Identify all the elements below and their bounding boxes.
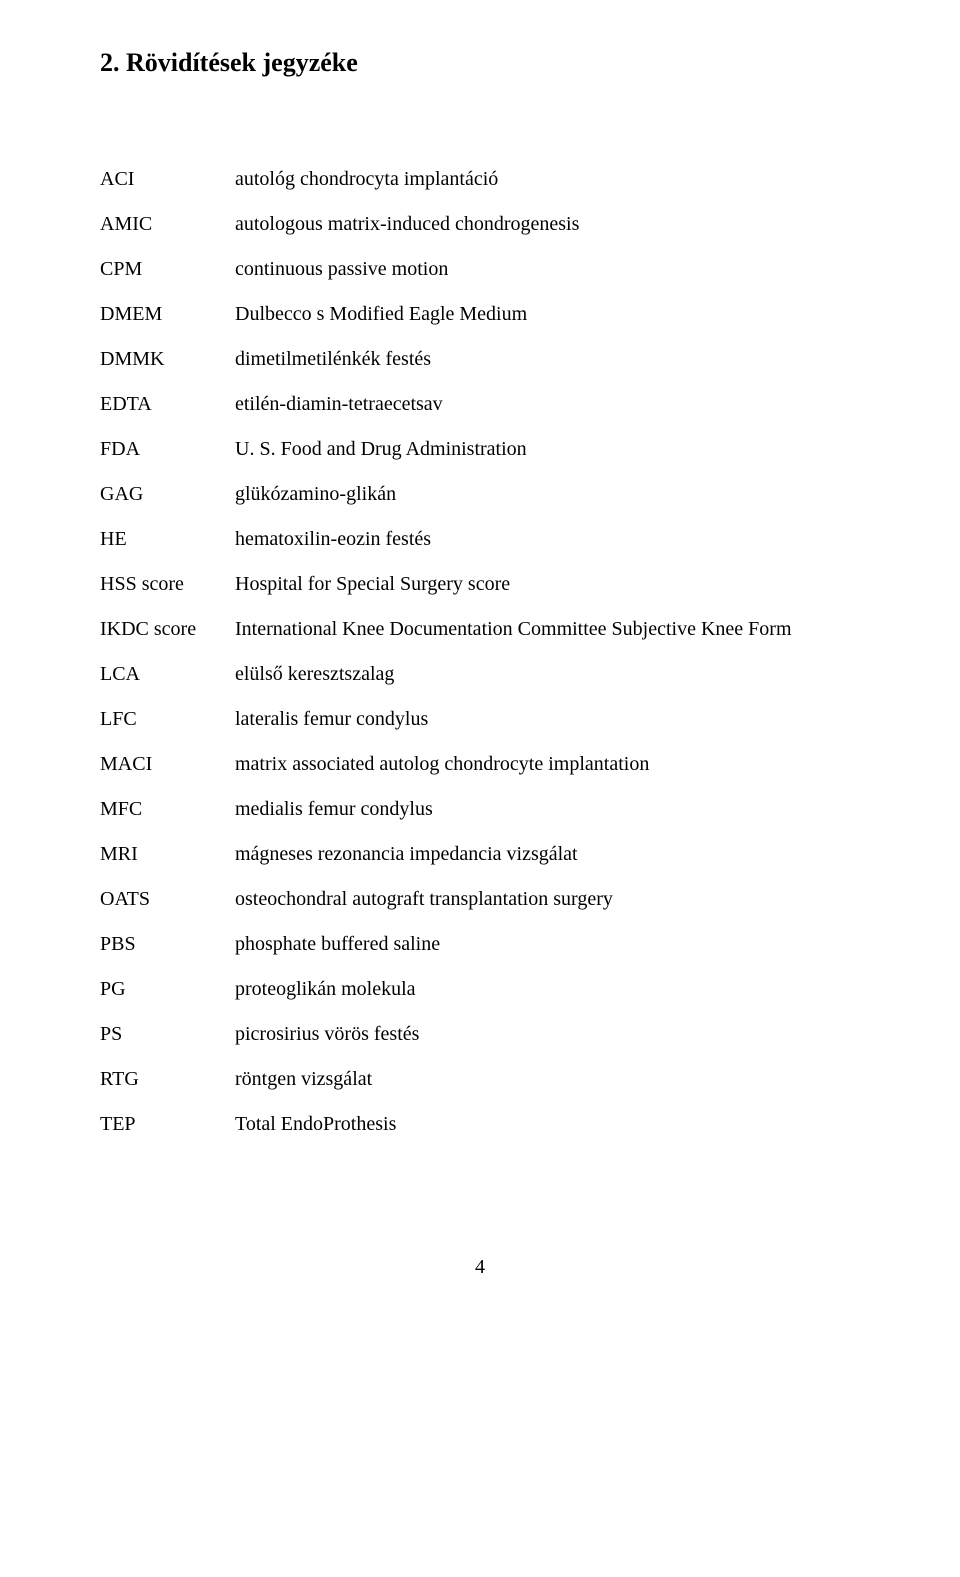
abbreviation-row: PSpicrosirius vörös festés [100,1023,860,1046]
abbreviation-list: ACIautológ chondrocyta implantációAMICau… [100,168,860,1136]
abbreviation-row: MRImágneses rezonancia impedancia vizsgá… [100,843,860,866]
abbreviation-key: MACI [100,753,235,776]
abbreviation-row: ACIautológ chondrocyta implantáció [100,168,860,191]
abbreviation-value: autologous matrix-induced chondrogenesis [235,213,860,236]
abbreviation-row: DMMKdimetilmetilénkék festés [100,348,860,371]
abbreviation-key: TEP [100,1113,235,1136]
abbreviation-value: autológ chondrocyta implantáció [235,168,860,191]
section-heading: 2. Rövidítések jegyzéke [100,48,860,78]
abbreviation-value: Hospital for Special Surgery score [235,573,860,596]
abbreviation-value: continuous passive motion [235,258,860,281]
abbreviation-key: LCA [100,663,235,686]
abbreviation-key: FDA [100,438,235,461]
abbreviation-value: lateralis femur condylus [235,708,860,731]
abbreviation-row: MACImatrix associated autolog chondrocyt… [100,753,860,776]
abbreviation-key: EDTA [100,393,235,416]
abbreviation-key: MFC [100,798,235,821]
abbreviation-row: PBSphosphate buffered saline [100,933,860,956]
abbreviation-row: OATSosteochondral autograft transplantat… [100,888,860,911]
abbreviation-value: matrix associated autolog chondrocyte im… [235,753,860,776]
abbreviation-row: LCAelülső keresztszalag [100,663,860,686]
abbreviation-key: PG [100,978,235,1001]
abbreviation-key: ACI [100,168,235,191]
abbreviation-value: Total EndoProthesis [235,1113,860,1136]
abbreviation-row: HSS scoreHospital for Special Surgery sc… [100,573,860,596]
abbreviation-row: IKDC scoreInternational Knee Documentati… [100,618,860,641]
abbreviation-value: glükózamino-glikán [235,483,860,506]
abbreviation-value: dimetilmetilénkék festés [235,348,860,371]
abbreviation-row: FDAU. S. Food and Drug Administration [100,438,860,461]
abbreviation-row: LFClateralis femur condylus [100,708,860,731]
abbreviation-key: CPM [100,258,235,281]
abbreviation-value: phosphate buffered saline [235,933,860,956]
abbreviation-key: MRI [100,843,235,866]
abbreviation-value: proteoglikán molekula [235,978,860,1001]
abbreviation-value: picrosirius vörös festés [235,1023,860,1046]
abbreviation-value: mágneses rezonancia impedancia vizsgálat [235,843,860,866]
abbreviation-row: MFCmedialis femur condylus [100,798,860,821]
abbreviation-row: GAGglükózamino-glikán [100,483,860,506]
abbreviation-value: Dulbecco s Modified Eagle Medium [235,303,860,326]
abbreviation-key: GAG [100,483,235,506]
abbreviation-row: PGproteoglikán molekula [100,978,860,1001]
abbreviation-key: DMMK [100,348,235,371]
abbreviation-value: U. S. Food and Drug Administration [235,438,860,461]
abbreviation-row: CPMcontinuous passive motion [100,258,860,281]
abbreviation-row: AMICautologous matrix-induced chondrogen… [100,213,860,236]
abbreviation-key: PBS [100,933,235,956]
abbreviation-key: DMEM [100,303,235,326]
abbreviation-value: hematoxilin-eozin festés [235,528,860,551]
abbreviation-key: HE [100,528,235,551]
abbreviation-row: TEPTotal EndoProthesis [100,1113,860,1136]
abbreviation-row: HEhematoxilin-eozin festés [100,528,860,551]
abbreviation-key: OATS [100,888,235,911]
abbreviation-key: PS [100,1023,235,1046]
page-number: 4 [100,1256,860,1279]
abbreviation-value: medialis femur condylus [235,798,860,821]
abbreviation-value: etilén-diamin-tetraecetsav [235,393,860,416]
abbreviation-key: LFC [100,708,235,731]
abbreviation-key: IKDC score [100,618,235,641]
abbreviation-row: DMEMDulbecco s Modified Eagle Medium [100,303,860,326]
abbreviation-key: AMIC [100,213,235,236]
abbreviation-row: EDTAetilén-diamin-tetraecetsav [100,393,860,416]
abbreviation-value: International Knee Documentation Committ… [235,618,860,641]
abbreviation-key: RTG [100,1068,235,1091]
abbreviation-key: HSS score [100,573,235,596]
abbreviation-value: osteochondral autograft transplantation … [235,888,860,911]
abbreviation-row: RTGröntgen vizsgálat [100,1068,860,1091]
abbreviation-value: röntgen vizsgálat [235,1068,860,1091]
abbreviation-value: elülső keresztszalag [235,663,860,686]
